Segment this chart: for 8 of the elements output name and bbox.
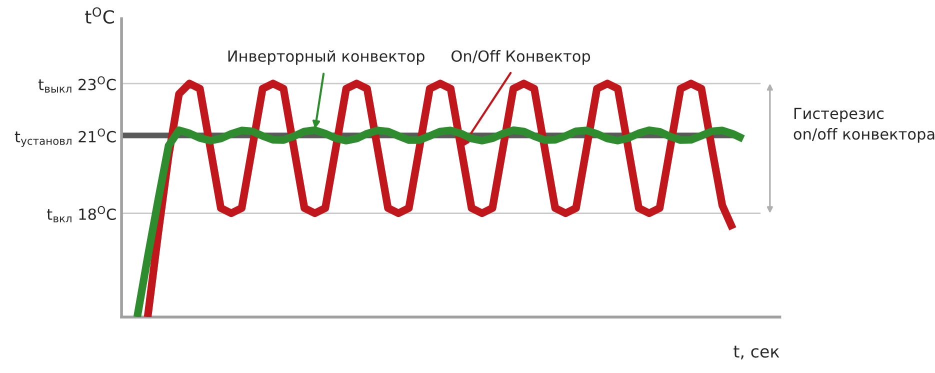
y-axis-title: t$^{O}$C [85, 7, 114, 24]
y-tick-label: t$_{установл}$ 21$^{O}$C [14, 128, 116, 147]
series-label: On/Off Конвектор [452, 50, 590, 65]
text: Гистерезис on/off конвектора [794, 108, 934, 143]
y-tick-label: t$_{выкл}$ 23$^{O}$C [38, 76, 116, 93]
y-tick-label: t$_{вкл}$ 18$^{O}$C [46, 206, 116, 222]
x-axis-title: t, сек [734, 346, 780, 360]
text: Инверторный конвектор [228, 50, 424, 65]
